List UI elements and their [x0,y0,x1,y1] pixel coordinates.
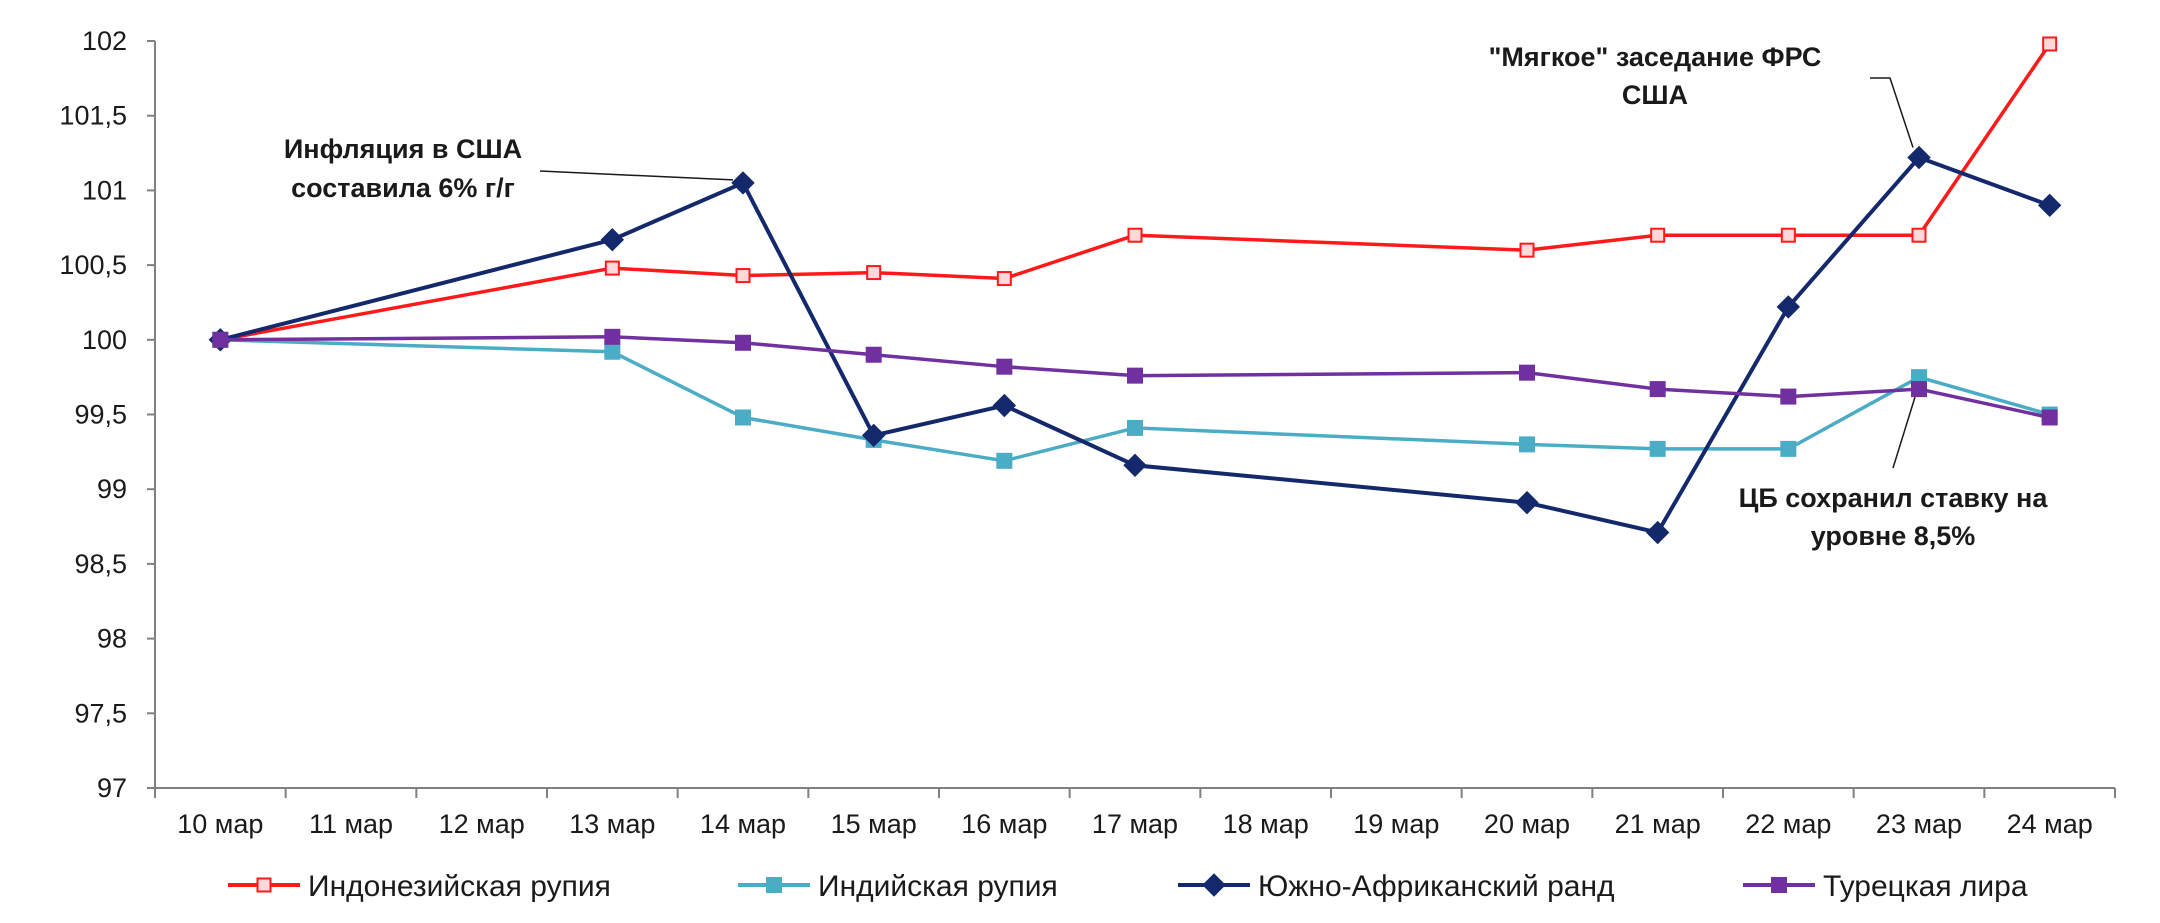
ann-inflation: Инфляция в США составила 6% г/г [284,134,734,203]
y-tick-label: 100,5 [59,250,127,280]
x-tick-label: 23 мар [1876,809,1962,839]
annotation-text: ЦБ сохранил ставку на [1739,483,2049,513]
data-point [1127,227,1143,243]
annotations: Инфляция в США составила 6% г/г "Мягкое" з… [284,42,2048,551]
x-tick-label: 18 мар [1223,809,1309,839]
y-tick-label: 99 [97,474,127,504]
y-tick-label: 98 [97,624,127,654]
data-point [600,227,625,252]
annotation-text: "Мягкое" заседание ФРС [1489,42,1822,72]
legend-label: Индонезийская рупия [308,870,611,903]
annotation-leader [539,170,734,181]
y-tick-label: 98,5 [74,549,127,579]
data-point [996,271,1012,287]
x-tick-label: 22 мар [1745,809,1831,839]
data-point [1776,295,1801,319]
data-point [1780,227,1796,243]
annotation-text: США [1622,80,1688,110]
ann-fed: "Мягкое" заседание ФРС США [1489,42,1914,148]
data-point [212,331,229,348]
data-point [1907,145,1931,170]
data-point [604,343,621,360]
legend-label: Южно-Африканский ранд [1258,870,1615,903]
legend-swatch-marker [766,877,782,893]
data-point [992,393,1017,418]
ann-cb: ЦБ сохранил ставку на уровне 8,5% [1739,396,2049,551]
data-point [1519,436,1535,453]
y-tick-label: 102 [82,26,127,56]
data-point [1649,381,1666,398]
y-tick-label: 101,5 [59,101,127,131]
x-tick-label: 20 мар [1484,809,1570,839]
x-tick-label: 11 мар [309,809,393,839]
legend-item-3: Южно-Африканский ранд [1178,870,1615,903]
x-tick-label: 16 мар [961,809,1047,839]
annotation-text: уровне 8,5% [1811,521,1976,551]
x-tick-label: 10 мар [177,809,263,839]
x-tick-label: 14 мар [700,809,786,839]
y-tick-label: 99,5 [74,400,127,430]
series-layer [208,36,2062,545]
data-point [996,452,1013,469]
series-4 [212,328,2058,426]
series-line [220,338,2051,463]
annotation-text: Инфляция в США [284,134,522,164]
series-1 [212,36,2058,348]
data-point [1650,227,1666,243]
legend-label: Турецкая лира [1823,870,2028,903]
legend-swatch-marker [1771,877,1787,893]
y-tick-label: 101 [82,175,127,205]
data-point [735,268,751,284]
x-tick-label: 21 мар [1615,809,1701,839]
data-point [735,409,751,426]
data-point [1649,440,1666,457]
data-point [1127,367,1143,384]
x-tick-label: 19 мар [1353,809,1439,839]
x-tick-label: 13 мар [569,809,655,839]
data-point [1519,242,1535,258]
data-point [1780,440,1797,457]
x-tick-label: 15 мар [831,809,917,839]
x-tick-label: 12 мар [439,809,525,839]
legend-item-1: Индонезийская рупия [228,870,611,903]
data-point [1911,381,1927,398]
data-point [861,423,886,448]
data-point [996,358,1013,375]
data-point [731,171,755,195]
data-point [1645,520,1670,545]
data-point [1911,227,1927,243]
x-tick-label: 17 мар [1092,809,1178,839]
axes: 97 97,5 98 98,5 99 99,5 100 100,5 101 101,5 102 10 … [59,26,2116,839]
data-point [866,265,882,281]
data-point [1780,388,1797,405]
data-point [2042,36,2058,52]
data-point [604,328,621,345]
annotation-text: составила 6% г/г [291,173,515,203]
legend-swatch-marker [1202,873,1226,897]
y-tick-label: 97 [97,773,127,803]
annotation-leader [1892,396,1916,469]
legend: Индонезийская рупия Индийская рупия Южно-А… [228,870,2028,903]
data-point [2041,409,2058,426]
annotation-leader [1870,77,1914,148]
y-tick-label: 97,5 [74,698,127,728]
data-point [1123,453,1147,478]
data-point [1127,419,1143,436]
legend-swatch-marker [256,877,272,893]
data-point [604,260,620,276]
data-point [1519,364,1535,381]
data-point [735,334,751,351]
legend-item-4: Турецкая лира [1743,870,2028,903]
y-tick-label: 100 [82,325,127,355]
legend-item-2: Индийская рупия [738,870,1058,903]
data-point [865,346,882,363]
data-point [2037,193,2062,218]
data-point [1515,490,1539,515]
x-tick-label: 24 мар [2007,809,2093,839]
legend-label: Индийская рупия [818,870,1058,903]
